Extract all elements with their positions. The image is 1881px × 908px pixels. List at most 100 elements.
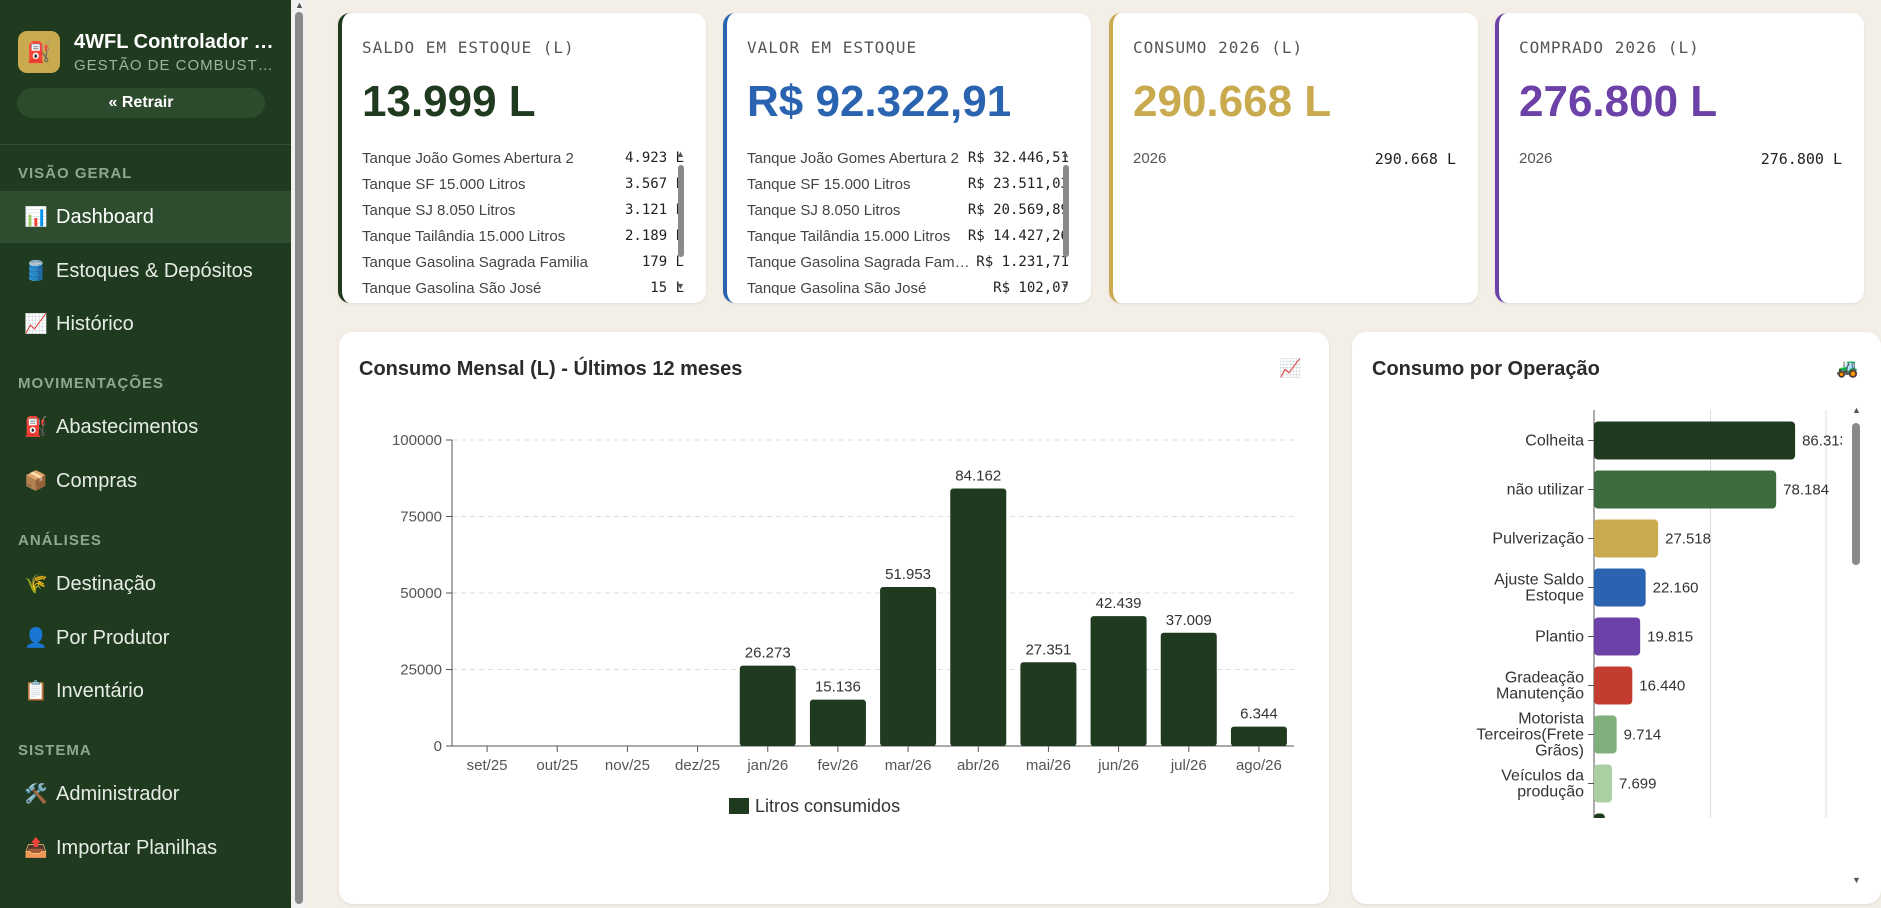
- sidebar-item-label: Inventário: [56, 679, 144, 702]
- x-tick-label: mar/26: [885, 757, 932, 774]
- page-scrollbar-thumb[interactable]: [295, 12, 303, 904]
- list-item: Tanque Tailândia 15.000 Litros 2.189 L: [362, 227, 684, 245]
- bar: [1594, 470, 1777, 509]
- year-label: 2026: [1133, 150, 1167, 167]
- card-valor-estoque: VALOR EM ESTOQUE R$ 92.322,91 Tanque Joã…: [723, 13, 1091, 303]
- line-chart-icon: 📈: [24, 314, 48, 335]
- list-item: Tanque João Gomes Abertura 2 4.923 L: [362, 149, 684, 167]
- y-tick-label: Pulverização: [1492, 531, 1584, 548]
- x-tick-label: fev/26: [817, 757, 858, 774]
- collapse-sidebar-button[interactable]: « Retrair: [17, 88, 265, 118]
- x-tick-label: dez/25: [675, 757, 720, 774]
- sidebar-item-dashboard[interactable]: 📊 Dashboard: [0, 191, 291, 243]
- list-item: Tanque Gasolina São José R$ 102,07: [747, 279, 1069, 296]
- x-tick-label: abr/26: [957, 757, 1000, 774]
- clipboard-icon: 📋: [24, 681, 48, 702]
- bar: [1594, 519, 1659, 558]
- panel-consumo-mensal: Consumo Mensal (L) - Últimos 12 meses 📈 …: [339, 332, 1329, 904]
- list-item: Tanque SJ 8.050 Litros R$ 20.569,89: [747, 201, 1069, 219]
- sidebar-item-inventario[interactable]: 📋 Inventário: [0, 665, 291, 717]
- data-label: 27.518: [1665, 531, 1711, 548]
- y-tick-label: 25000: [400, 662, 442, 679]
- list-item: Tanque Gasolina Sagrada Familia R$ 1.231,…: [747, 253, 1069, 271]
- y-tick-label: Gradeação: [1505, 670, 1584, 687]
- sidebar-item-estoques[interactable]: 🛢️ Estoques & Depósitos: [0, 245, 291, 297]
- bar: [1230, 726, 1287, 746]
- sidebar-item-administrador[interactable]: 🛠️ Administrador: [0, 768, 291, 820]
- y-tick-label: Plantio: [1535, 629, 1584, 646]
- bar: [950, 488, 1007, 746]
- card-saldo-estoque: SALDO EM ESTOQUE (L) 13.999 L Tanque Joã…: [338, 13, 706, 303]
- scroll-down-arrow-icon[interactable]: ▼: [676, 281, 685, 291]
- tank-list-scrollbar[interactable]: ▲ ▼: [676, 149, 686, 297]
- y-tick-label: produção: [1517, 784, 1584, 801]
- page-scrollbar[interactable]: ▲: [292, 0, 306, 908]
- y-tick-label: Estoque: [1525, 588, 1584, 605]
- scroll-up-arrow-icon[interactable]: ▲: [295, 0, 304, 10]
- card-label: VALOR EM ESTOQUE: [747, 38, 918, 57]
- x-tick-label: set/25: [467, 757, 508, 774]
- sidebar-item-importar-planilhas[interactable]: 📤 Importar Planilhas: [0, 822, 291, 874]
- scroll-down-arrow-icon[interactable]: ▼: [1852, 875, 1861, 885]
- card-value: 290.668 L: [1133, 77, 1332, 126]
- x-tick-label: jan/26: [746, 757, 788, 774]
- scrollbar-thumb[interactable]: [1852, 423, 1860, 565]
- y-tick-label: 75000: [400, 509, 442, 526]
- sidebar-item-compras[interactable]: 📦 Compras: [0, 455, 291, 507]
- fuel-pump-icon: ⛽: [18, 31, 60, 73]
- sidebar-item-abastecimentos[interactable]: ⛽ Abastecimentos: [0, 401, 291, 453]
- card-value: R$ 92.322,91: [747, 77, 1012, 126]
- year-value: 276.800 L: [1760, 150, 1842, 168]
- bar: [1594, 666, 1633, 705]
- barrel-icon: 🛢️: [24, 261, 48, 282]
- y-tick-label: Manutenção: [1496, 686, 1584, 703]
- list-item: Tanque SJ 8.050 Litros 3.121 L: [362, 201, 684, 219]
- year-summary-row: 2026 290.668 L: [1133, 150, 1456, 168]
- sidebar-item-label: Compras: [56, 469, 138, 492]
- y-tick-label: 50000: [400, 585, 442, 602]
- data-label: 84.162: [955, 467, 1001, 484]
- scroll-up-arrow-icon[interactable]: ▲: [1061, 149, 1070, 159]
- operation-chart-viewport[interactable]: Colheita 86.313 não utilizar 78.184 Pulveriz…: [1352, 410, 1842, 818]
- bar: [1594, 715, 1617, 754]
- bar: [1594, 421, 1796, 460]
- tank-value-list-scrollbar[interactable]: ▲ ▼: [1061, 149, 1071, 297]
- sidebar-divider: [0, 144, 291, 145]
- y-tick-label: Colheita: [1525, 433, 1584, 450]
- tank-list[interactable]: Tanque João Gomes Abertura 2 4.923 L Tanq…: [362, 145, 684, 296]
- x-tick-label: mai/26: [1026, 757, 1071, 774]
- sidebar-item-por-produtor[interactable]: 👤 Por Produtor: [0, 612, 291, 664]
- sidebar-item-label: Importar Planilhas: [56, 836, 218, 859]
- scroll-down-arrow-icon[interactable]: ▼: [1061, 281, 1070, 291]
- sidebar-item-destinacao[interactable]: 🌾 Destinação: [0, 558, 291, 610]
- bar: [1020, 662, 1077, 746]
- data-label: 7.699: [1619, 776, 1657, 793]
- bar: [1594, 568, 1646, 607]
- scroll-up-arrow-icon[interactable]: ▲: [676, 149, 685, 159]
- data-label: 27.351: [1025, 641, 1071, 658]
- sidebar: ⛽ 4WFL Controlador de Combustível GESTÃO…: [0, 0, 291, 908]
- y-tick-label: Terceiros(Frete: [1476, 727, 1584, 744]
- sidebar-item-historico[interactable]: 📈 Histórico: [0, 298, 291, 350]
- scrollbar-thumb[interactable]: [678, 165, 684, 257]
- tank-value-list[interactable]: Tanque João Gomes Abertura 2 R$ 32.446,51…: [747, 145, 1069, 296]
- data-label: 16.440: [1639, 678, 1685, 695]
- tractor-icon: 🚜: [1836, 358, 1859, 378]
- sidebar-item-label: Por Produtor: [56, 626, 170, 649]
- bar: [1160, 632, 1217, 746]
- operation-consumption-chart: Colheita 86.313 não utilizar 78.184 Pulveriz…: [1476, 410, 1842, 818]
- bar: [809, 699, 866, 746]
- operation-chart-scrollbar[interactable]: ▲ ▼: [1849, 405, 1863, 885]
- data-label: 15.136: [815, 679, 861, 696]
- bar-chart-icon: 📊: [24, 207, 48, 228]
- y-tick-label: 0: [434, 738, 442, 755]
- bar: [1594, 617, 1641, 656]
- x-tick-label: nov/25: [605, 757, 650, 774]
- panel-title: Consumo por Operação: [1372, 358, 1600, 380]
- scroll-up-arrow-icon[interactable]: ▲: [1852, 405, 1861, 415]
- sidebar-item-label: Administrador: [56, 782, 180, 805]
- legend-label: Litros consumidos: [755, 796, 900, 816]
- bar: [739, 665, 796, 746]
- x-tick-label: out/25: [536, 757, 578, 774]
- scrollbar-thumb[interactable]: [1063, 165, 1069, 257]
